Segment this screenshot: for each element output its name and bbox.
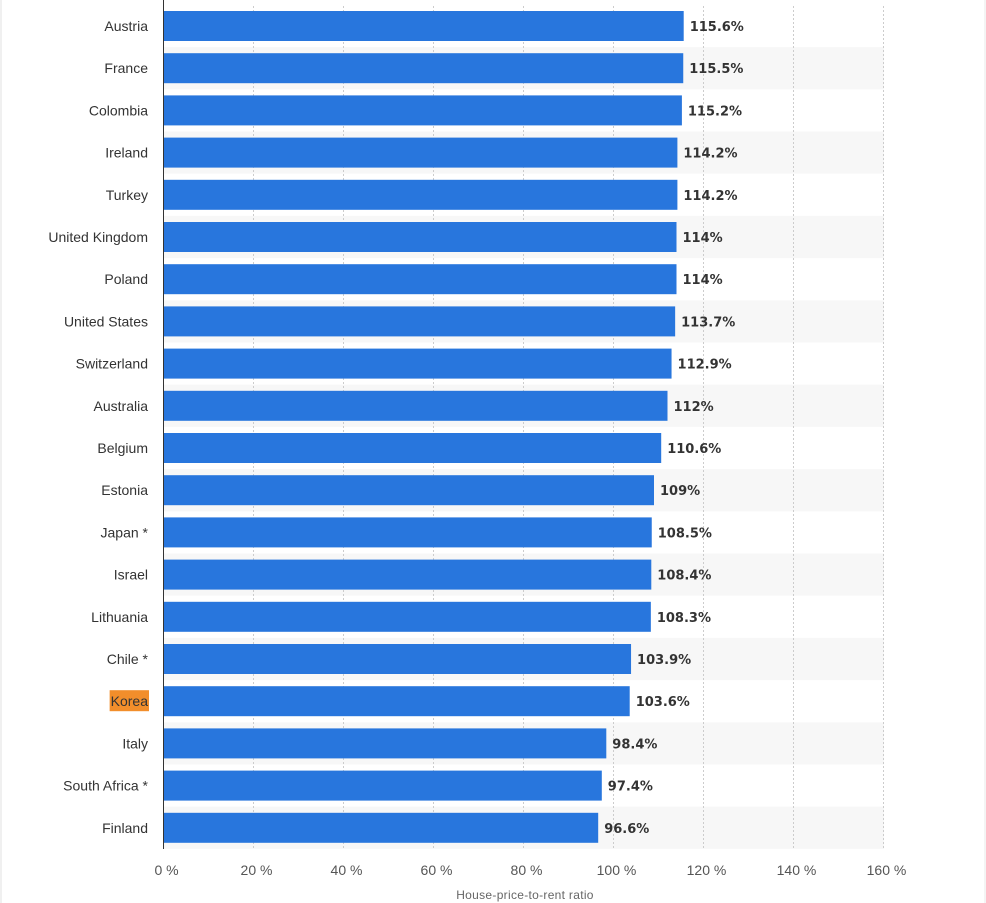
highlight-label-background bbox=[109, 690, 149, 712]
value-label: 108.4% bbox=[657, 569, 711, 584]
category-label: Ireland bbox=[105, 145, 148, 161]
value-label: 96.6% bbox=[604, 822, 649, 837]
x-tick-label: 140 % bbox=[777, 862, 817, 878]
bar[interactable] bbox=[163, 770, 602, 801]
left-edge-shadow bbox=[0, 0, 2, 903]
x-tick-label: 20 % bbox=[241, 862, 273, 878]
bar[interactable] bbox=[163, 475, 655, 506]
value-label: 103.6% bbox=[636, 695, 690, 710]
value-label: 114% bbox=[683, 273, 723, 288]
value-label: 115.2% bbox=[688, 104, 742, 119]
category-label: Finland bbox=[102, 820, 148, 836]
value-label: 109% bbox=[660, 484, 700, 499]
bar[interactable] bbox=[163, 222, 677, 252]
value-label: 114% bbox=[683, 231, 723, 246]
bar[interactable] bbox=[163, 517, 652, 548]
bar[interactable] bbox=[163, 53, 684, 84]
value-label: 113.7% bbox=[681, 315, 735, 330]
x-tick-label: 0 % bbox=[154, 862, 178, 878]
value-label: 115.6% bbox=[690, 20, 744, 35]
value-label: 115.5% bbox=[689, 62, 743, 77]
bar[interactable] bbox=[163, 644, 632, 674]
category-label: Turkey bbox=[106, 187, 148, 203]
category-labels: Austria France Colombia Ireland Turkey United… bbox=[48, 18, 149, 836]
category-label: Poland bbox=[104, 271, 148, 287]
x-tick-label: 80 % bbox=[511, 862, 543, 878]
category-label: Lithuania bbox=[91, 609, 148, 625]
bar[interactable] bbox=[163, 728, 607, 759]
value-label: 108.5% bbox=[658, 526, 712, 541]
value-label: 114.2% bbox=[683, 189, 737, 204]
bar[interactable] bbox=[163, 686, 630, 717]
x-axis-title: House-price-to-rent ratio bbox=[456, 888, 594, 902]
category-label: Italy bbox=[122, 735, 148, 751]
bar[interactable] bbox=[163, 559, 652, 590]
category-label: Korea bbox=[111, 693, 149, 709]
category-label: Colombia bbox=[89, 102, 148, 118]
x-tick-label: 60 % bbox=[421, 862, 453, 878]
category-label: Japan * bbox=[101, 524, 149, 540]
bars bbox=[163, 11, 684, 843]
value-label: 114.2% bbox=[683, 147, 737, 162]
category-label: South Africa * bbox=[63, 778, 148, 794]
bar[interactable] bbox=[163, 137, 678, 168]
category-label: Israel bbox=[114, 567, 148, 583]
value-label: 103.9% bbox=[637, 653, 691, 668]
value-label: 110.6% bbox=[667, 442, 721, 457]
x-tick-label: 100 % bbox=[597, 862, 637, 878]
category-label: Switzerland bbox=[76, 356, 148, 372]
bar[interactable] bbox=[163, 348, 672, 379]
x-tick-label: 120 % bbox=[687, 862, 727, 878]
category-label: Belgium bbox=[97, 440, 148, 456]
bar[interactable] bbox=[163, 306, 676, 337]
category-label: Estonia bbox=[101, 482, 148, 498]
bar[interactable] bbox=[163, 264, 677, 295]
bar[interactable] bbox=[163, 179, 678, 210]
value-label: 97.4% bbox=[608, 780, 653, 795]
x-tick-label: 160 % bbox=[867, 862, 907, 878]
bar[interactable] bbox=[163, 95, 682, 126]
value-label: 112% bbox=[674, 400, 714, 415]
category-label: Chile * bbox=[107, 651, 149, 667]
category-label: France bbox=[104, 60, 148, 76]
bar[interactable] bbox=[163, 601, 651, 632]
category-label: United Kingdom bbox=[48, 229, 148, 245]
bar[interactable] bbox=[163, 433, 662, 463]
x-tick-labels: 0 % 20 % 40 % 60 % 80 % 100 % 120 % 140 % 160 % bbox=[154, 862, 906, 878]
value-label: 112.9% bbox=[678, 358, 732, 373]
category-label: United States bbox=[64, 313, 148, 329]
value-label: 98.4% bbox=[612, 737, 657, 752]
category-label: Austria bbox=[104, 18, 148, 34]
value-labels: 115.6% 115.5% 115.2% 114.2% 114.2% 114% 114% 11… bbox=[604, 20, 744, 837]
value-label: 108.3% bbox=[657, 611, 711, 626]
bar[interactable] bbox=[163, 11, 684, 41]
bar[interactable] bbox=[163, 390, 668, 421]
right-edge-shadow bbox=[984, 0, 986, 903]
x-tick-label: 40 % bbox=[331, 862, 363, 878]
bar[interactable] bbox=[163, 812, 599, 843]
category-label: Australia bbox=[94, 398, 149, 414]
